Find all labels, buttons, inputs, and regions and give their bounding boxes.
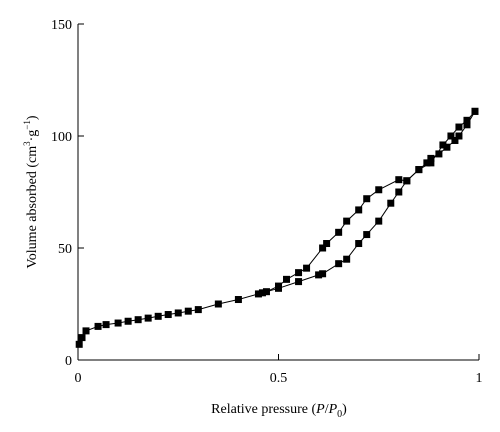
data-point <box>427 154 435 162</box>
data-point <box>82 327 90 335</box>
y-axis-label: Volume absorbed (cm3·g−1) <box>22 115 40 268</box>
data-point <box>355 206 363 214</box>
data-point <box>415 166 423 174</box>
data-point <box>319 244 327 252</box>
y-tick-label: 150 <box>51 18 72 33</box>
data-point <box>154 312 162 320</box>
data-point <box>427 159 435 167</box>
data-point <box>254 290 262 298</box>
data-point <box>283 275 291 283</box>
x-tick-label: 0 <box>75 371 82 386</box>
data-point <box>78 334 86 342</box>
series-line-1 <box>78 111 476 345</box>
data-point <box>463 121 471 129</box>
data-point <box>375 217 383 225</box>
y-tick-label: 0 <box>65 354 72 369</box>
data-point <box>94 322 102 330</box>
data-point <box>395 188 403 196</box>
data-point <box>355 240 363 248</box>
data-point <box>447 132 455 140</box>
plot-area <box>75 107 479 348</box>
data-point <box>335 228 343 236</box>
data-point <box>134 316 142 324</box>
data-point <box>323 240 331 248</box>
data-point <box>315 271 323 279</box>
data-point <box>184 307 192 315</box>
data-point <box>144 314 152 322</box>
data-point <box>102 321 110 329</box>
data-point <box>395 176 403 184</box>
data-point <box>164 311 172 319</box>
data-point <box>443 143 451 151</box>
axes: 0 50 100 150 0 0.5 1 <box>51 18 483 386</box>
data-point <box>455 132 463 140</box>
data-point <box>174 309 182 317</box>
data-point <box>403 177 411 185</box>
data-point <box>387 199 395 207</box>
data-point <box>375 186 383 194</box>
y-tick-label: 100 <box>51 130 72 145</box>
data-point <box>124 317 132 325</box>
data-point <box>214 300 222 308</box>
data-point <box>471 107 479 115</box>
data-point <box>435 150 443 158</box>
data-point <box>451 136 459 144</box>
series-line-2 <box>266 111 476 293</box>
data-point <box>295 269 303 277</box>
data-point <box>423 159 431 167</box>
data-point <box>234 296 242 304</box>
data-point <box>258 289 266 297</box>
data-point <box>335 260 343 268</box>
data-point <box>343 255 351 263</box>
data-point <box>303 264 311 272</box>
data-point <box>114 319 122 327</box>
data-point <box>463 116 471 124</box>
x-tick-label: 1 <box>476 371 483 386</box>
data-point <box>262 288 270 296</box>
data-point <box>343 217 351 225</box>
data-point <box>75 340 83 348</box>
data-point <box>455 123 463 131</box>
data-point <box>194 306 202 314</box>
data-point <box>319 270 327 278</box>
data-point <box>295 278 303 286</box>
data-point <box>363 195 371 203</box>
x-tick-label: 0.5 <box>270 371 288 386</box>
data-point <box>439 141 447 149</box>
data-point <box>363 231 371 239</box>
y-tick-label: 50 <box>58 242 72 257</box>
x-axis-label: Relative pressure (P/P0) <box>211 402 347 420</box>
data-point <box>275 282 282 290</box>
